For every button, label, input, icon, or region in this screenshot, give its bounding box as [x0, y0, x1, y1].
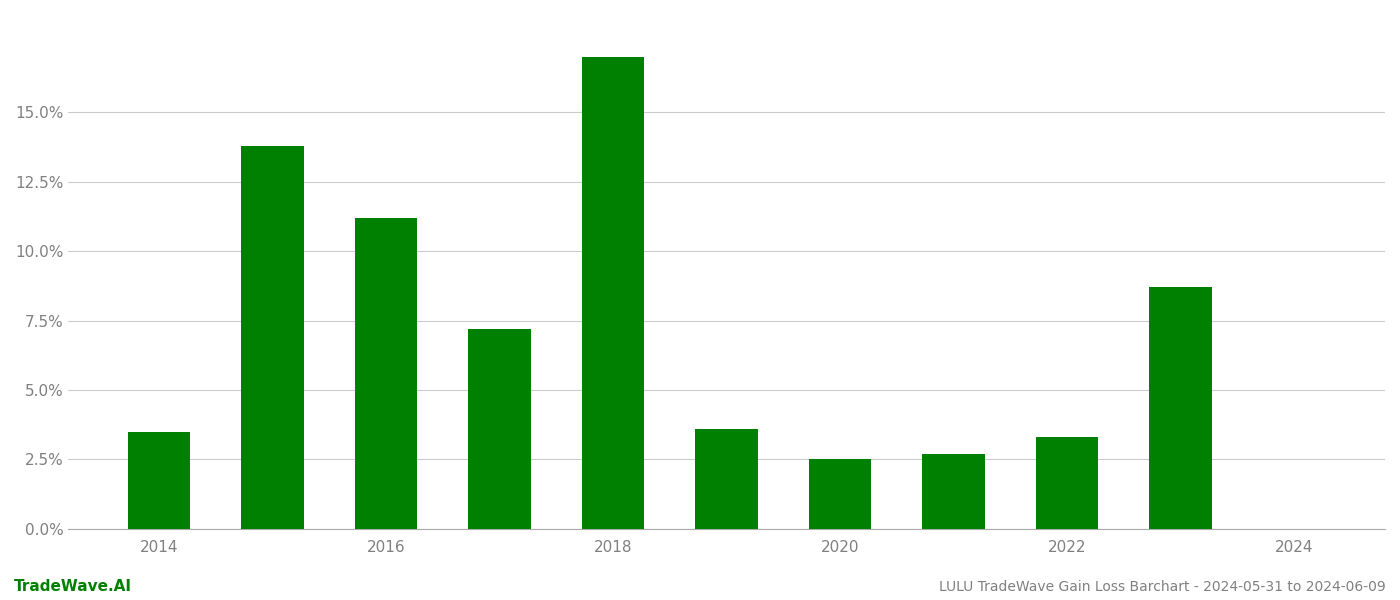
Bar — [809, 460, 871, 529]
Bar — [127, 431, 190, 529]
Bar — [241, 146, 304, 529]
Bar — [696, 429, 757, 529]
Text: LULU TradeWave Gain Loss Barchart - 2024-05-31 to 2024-06-09: LULU TradeWave Gain Loss Barchart - 2024… — [939, 580, 1386, 594]
Bar — [923, 454, 984, 529]
Bar — [582, 56, 644, 529]
Bar — [1036, 437, 1099, 529]
Bar — [1149, 287, 1212, 529]
Bar — [469, 329, 531, 529]
Text: TradeWave.AI: TradeWave.AI — [14, 579, 132, 594]
Bar — [354, 218, 417, 529]
